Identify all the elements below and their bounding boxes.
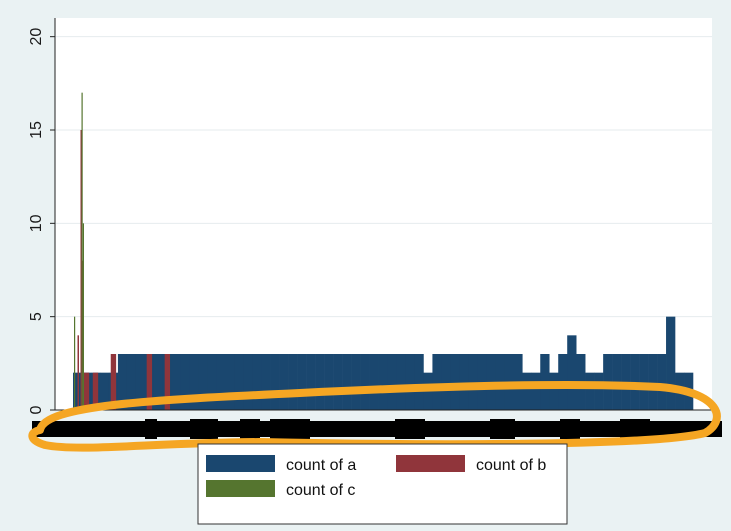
bar-a bbox=[225, 354, 236, 410]
y-axis: 0 5 10 15 20 bbox=[28, 18, 712, 414]
bar-a bbox=[378, 354, 388, 410]
bar-a bbox=[468, 354, 478, 410]
spike-c bbox=[74, 316, 76, 410]
legend-label-c: count of c bbox=[286, 482, 355, 499]
bar-a bbox=[252, 354, 262, 410]
bar-a bbox=[216, 354, 227, 410]
bar-a bbox=[153, 354, 164, 410]
bar-a bbox=[171, 354, 182, 410]
bar-a bbox=[450, 354, 460, 410]
x-labels-black-band bbox=[32, 421, 722, 437]
bar-a bbox=[387, 354, 397, 410]
bar-a bbox=[585, 372, 595, 410]
bar-a bbox=[549, 372, 559, 410]
bar-a bbox=[666, 316, 676, 410]
legend-swatch-c bbox=[206, 480, 275, 497]
bar-a bbox=[279, 354, 289, 410]
bar-a bbox=[360, 354, 370, 410]
x-label-blob bbox=[490, 419, 515, 439]
bar-a bbox=[315, 354, 325, 410]
x-label-blob bbox=[240, 419, 260, 439]
y-tick-label: 20 bbox=[28, 28, 45, 46]
bar-b bbox=[110, 354, 117, 410]
bar-b bbox=[92, 372, 99, 410]
grid-lines bbox=[55, 36, 712, 318]
bar-a bbox=[657, 354, 667, 410]
bar-a bbox=[306, 354, 316, 410]
x-label-blob bbox=[395, 419, 425, 439]
bar-a bbox=[648, 354, 658, 410]
legend-label-a: count of a bbox=[286, 457, 356, 474]
bar-a bbox=[126, 354, 137, 410]
bar-a bbox=[531, 372, 541, 410]
legend-swatch-a bbox=[206, 455, 275, 472]
bar-a bbox=[594, 372, 604, 410]
bar-a bbox=[270, 354, 280, 410]
legend-label-b: count of b bbox=[476, 457, 546, 474]
y-tick-label: 5 bbox=[28, 312, 45, 321]
bar-a bbox=[522, 372, 532, 410]
bar-a bbox=[414, 354, 424, 410]
bar-a bbox=[207, 354, 218, 410]
series-b-bars bbox=[83, 354, 171, 410]
x-axis-tick-labels-obscured bbox=[32, 419, 722, 439]
bar-a bbox=[261, 354, 271, 410]
bar-a bbox=[639, 354, 649, 410]
bar-a bbox=[198, 354, 209, 410]
bar-b bbox=[164, 354, 171, 410]
bar-a bbox=[99, 372, 110, 410]
bar-b bbox=[83, 372, 90, 410]
bar-a bbox=[243, 354, 254, 410]
bar-a bbox=[432, 354, 442, 410]
bar-a bbox=[288, 354, 298, 410]
bar-a bbox=[405, 354, 415, 410]
x-label-blob bbox=[145, 419, 157, 439]
y-tick-label: 15 bbox=[28, 121, 45, 139]
bar-a bbox=[297, 354, 307, 410]
x-label-blob bbox=[560, 419, 580, 439]
legend-swatch-b bbox=[396, 455, 465, 472]
bar-a bbox=[333, 354, 343, 410]
spike-b bbox=[80, 130, 82, 410]
y-tick-label: 0 bbox=[28, 405, 45, 414]
bar-a bbox=[342, 354, 352, 410]
spike-c bbox=[81, 92, 83, 411]
bar-a bbox=[234, 354, 245, 410]
spike-c bbox=[82, 223, 84, 410]
bar-a bbox=[441, 354, 451, 410]
bar-a bbox=[189, 354, 200, 410]
bar-b bbox=[146, 354, 153, 410]
bar-a bbox=[459, 354, 469, 410]
thin-spike-bars bbox=[74, 92, 84, 411]
bar-a bbox=[117, 354, 128, 410]
x-label-blob bbox=[620, 419, 650, 439]
bar-a bbox=[477, 354, 487, 410]
y-tick-label: 10 bbox=[28, 214, 45, 232]
legend: count of a count of b count of c bbox=[197, 443, 568, 525]
bar-a bbox=[351, 354, 361, 410]
orange-highlight-ellipse bbox=[28, 380, 721, 452]
x-label-blob bbox=[190, 419, 218, 439]
spike-b bbox=[77, 335, 79, 410]
plot-area bbox=[55, 18, 712, 410]
bar-a bbox=[567, 335, 577, 410]
bar-a bbox=[180, 354, 191, 410]
bar-a bbox=[135, 354, 146, 410]
bar-a bbox=[396, 354, 406, 410]
bar-a bbox=[369, 354, 379, 410]
bar-a bbox=[324, 354, 334, 410]
x-label-blob bbox=[270, 419, 310, 439]
